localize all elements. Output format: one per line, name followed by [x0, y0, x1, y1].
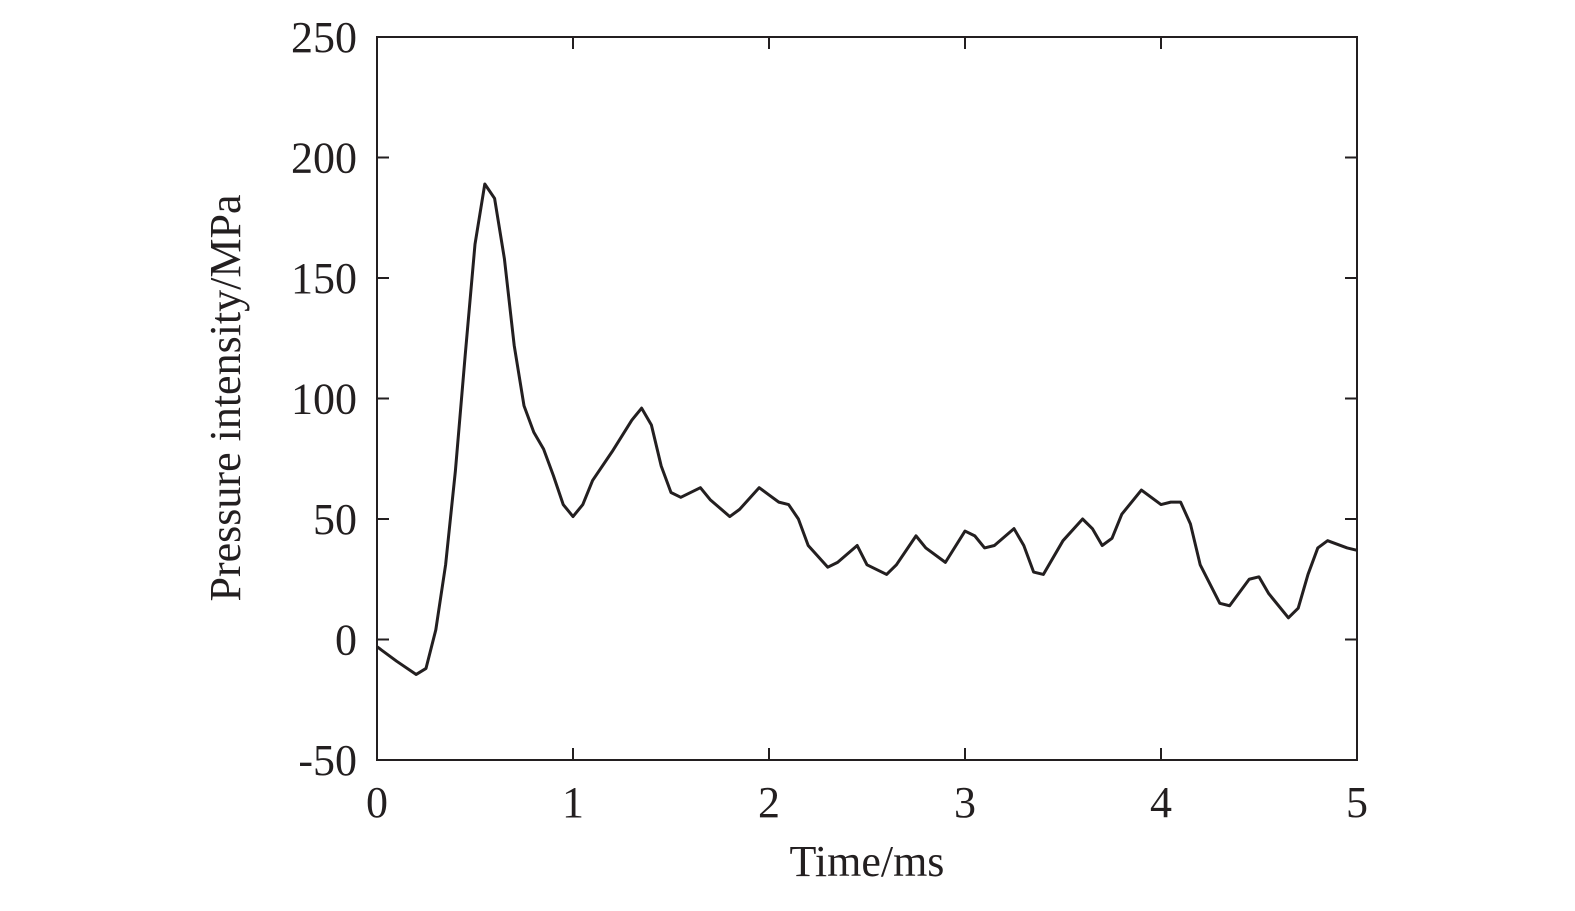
y-tick-label: 250 [291, 13, 357, 62]
y-tick-label: 150 [291, 254, 357, 303]
x-axis-label: Time/ms [790, 837, 945, 886]
y-tick-label: 50 [313, 495, 357, 544]
y-tick-label: 0 [335, 616, 357, 665]
x-tick-label: 5 [1346, 778, 1368, 827]
x-tick-label: 4 [1150, 778, 1172, 827]
data-line [376, 182, 1358, 676]
x-tick-label: 0 [366, 778, 388, 827]
x-tick-label: 3 [954, 778, 976, 827]
y-tick-label: 200 [291, 134, 357, 183]
y-tick-label: 100 [291, 375, 357, 424]
y-axis-label: Pressure intensity/MPa [201, 195, 250, 602]
x-tick-label: 2 [758, 778, 780, 827]
x-tick-label: 1 [562, 778, 584, 827]
y-tick-label: -50 [298, 736, 357, 785]
